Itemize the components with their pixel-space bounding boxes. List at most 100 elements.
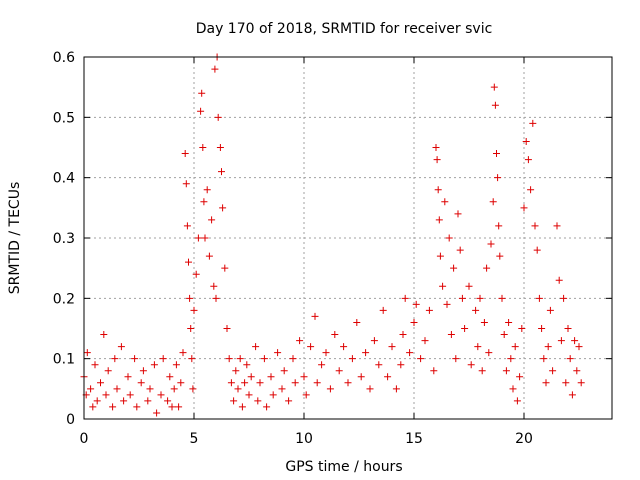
data-point: [452, 355, 460, 363]
data-point: [568, 391, 576, 399]
data-point: [179, 349, 187, 357]
data-point: [522, 137, 530, 145]
data-point: [439, 282, 447, 290]
data-point: [194, 234, 202, 242]
data-point: [344, 379, 352, 387]
data-point: [211, 65, 219, 73]
data-point: [392, 385, 400, 393]
data-point: [183, 222, 191, 230]
data-point: [524, 156, 532, 164]
data-point: [146, 385, 154, 393]
data-point: [223, 325, 231, 332]
data-point: [175, 403, 183, 411]
data-point: [256, 379, 264, 387]
data-point: [300, 373, 308, 381]
data-point: [557, 337, 565, 345]
data-point: [555, 276, 563, 284]
data-point: [509, 385, 517, 393]
data-point: [433, 156, 441, 164]
data-point: [399, 331, 407, 339]
data-point: [192, 270, 200, 278]
data-point: [216, 144, 224, 151]
data-point: [483, 264, 491, 272]
data-point: [100, 331, 108, 339]
data-point: [234, 385, 242, 393]
data-point: [502, 367, 510, 375]
data-point: [436, 252, 444, 260]
data-point: [170, 385, 178, 393]
data-point: [434, 186, 442, 194]
data-point: [366, 385, 374, 393]
data-point: [322, 349, 330, 357]
data-point: [168, 403, 176, 411]
data-point: [267, 373, 275, 381]
data-point: [245, 391, 253, 399]
data-point: [318, 361, 326, 369]
data-point: [562, 379, 570, 387]
x-tick-label: 20: [515, 431, 533, 447]
data-point: [397, 361, 405, 369]
data-point: [157, 391, 165, 399]
data-points: [80, 53, 585, 417]
data-point: [353, 318, 361, 326]
data-point: [456, 246, 464, 254]
data-point: [199, 144, 207, 151]
data-point: [269, 391, 277, 399]
data-point: [566, 355, 574, 363]
y-tick-label: 0.3: [53, 231, 75, 247]
data-point: [164, 397, 172, 405]
data-point: [494, 174, 502, 182]
data-point: [575, 343, 583, 351]
y-tick-label: 0.6: [53, 50, 75, 66]
data-point: [201, 234, 209, 242]
data-point: [252, 343, 260, 351]
y-tick-label: 0.5: [53, 110, 75, 126]
data-point: [187, 325, 195, 332]
data-point: [185, 258, 192, 266]
plot-frame: [83, 56, 613, 420]
data-point: [487, 240, 495, 248]
x-tick-label: 10: [295, 431, 313, 447]
data-point: [285, 397, 293, 405]
data-point: [500, 331, 508, 339]
data-point: [476, 294, 484, 302]
data-point: [181, 150, 189, 158]
data-point: [573, 367, 581, 375]
data-point: [243, 361, 251, 369]
data-point: [454, 210, 462, 218]
y-axis-label: SRMTID / TECUs: [7, 182, 23, 295]
data-point: [577, 379, 585, 387]
data-point: [406, 349, 414, 357]
data-point: [144, 397, 152, 405]
data-point: [210, 282, 218, 290]
data-point: [153, 409, 161, 417]
data-point: [227, 379, 235, 387]
data-point: [549, 367, 557, 375]
data-point: [450, 264, 458, 272]
data-point: [263, 403, 271, 411]
data-point: [254, 397, 262, 405]
data-point: [230, 397, 238, 405]
data-point: [435, 216, 443, 224]
data-point: [516, 373, 524, 381]
data-point: [474, 343, 482, 351]
data-point: [289, 355, 297, 363]
data-point: [375, 361, 383, 369]
data-point: [529, 119, 537, 127]
data-point: [188, 355, 196, 363]
data-point: [126, 391, 134, 399]
data-point: [311, 312, 319, 320]
data-point: [425, 306, 433, 314]
data-point: [544, 343, 552, 351]
data-point: [335, 367, 343, 375]
data-point: [97, 379, 104, 387]
data-point: [513, 397, 521, 405]
data-point: [302, 391, 310, 399]
data-point: [117, 343, 125, 351]
data-point: [111, 355, 119, 363]
data-point: [538, 325, 546, 332]
data-point: [507, 355, 515, 363]
x-tick-label: 5: [190, 431, 199, 447]
data-point: [219, 204, 227, 212]
y-tick-label: 0.4: [53, 171, 75, 187]
